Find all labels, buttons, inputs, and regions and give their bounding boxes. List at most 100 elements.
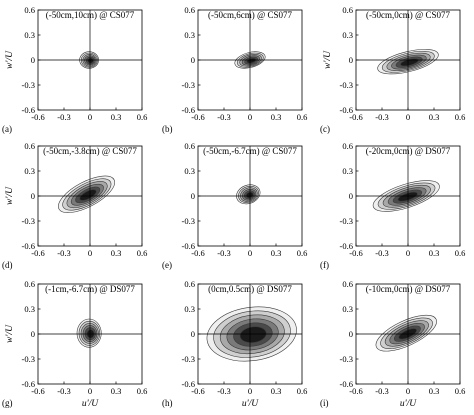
y-tick-label: 0.6 [24,279,35,289]
y-tick-label: 0.6 [24,5,35,15]
y-tick-label: 0.3 [342,166,353,176]
panel-label: (h) [162,398,173,408]
y-tick-label: 0.3 [342,30,353,40]
y-tick-label: 0 [191,55,195,65]
y-tick-label: -0.3 [22,354,35,364]
x-tick-label: 0.6 [455,386,466,396]
x-tick-label: 0.3 [429,112,440,122]
x-tick-label: 0 [406,386,410,396]
y-tick-label: 0.3 [342,304,353,314]
x-tick-label: 0.3 [271,248,282,258]
y-tick-label: -0.6 [22,379,35,389]
x-tick-label: 0.6 [455,248,466,258]
y-tick-label: 0.3 [24,30,35,40]
x-tick-label: 0 [406,112,410,122]
x-tick-label: 0 [88,248,92,258]
x-tick-label: 0.6 [297,112,308,122]
panel-title: (0cm,0.5cm) @ DS077 [208,284,292,294]
y-axis-label: w'/U [5,324,15,343]
x-tick-label: -0.6 [349,248,362,258]
y-axis-label: w'/U [323,50,333,69]
x-tick-label: -0.6 [349,386,362,396]
panel-label: (b) [162,124,173,134]
panel-a: -0.6 -0.3 0 0.3 0.6 0.6 0.3 0 -0.3 -0.6 (-50cm,10c… [2,5,147,134]
y-tick-label: -0.3 [182,80,195,90]
x-tick-label: -0.3 [217,386,230,396]
x-tick-label: 0 [406,248,410,258]
x-tick-label: 0 [88,386,92,396]
y-tick-label: 0.6 [184,279,195,289]
y-tick-label: 0.6 [24,141,35,151]
y-tick-label: 0 [191,329,195,339]
x-tick-label: -0.3 [375,386,388,396]
panel-title: (-20cm,0cm) @ DS077 [366,146,451,156]
panel-title: (-50cm,-3.8cm) @ CS077 [43,146,137,156]
y-tick-label: -0.6 [182,379,195,389]
x-tick-label: -0.3 [217,248,230,258]
y-tick-label: -0.6 [340,105,353,115]
x-tick-label: -0.3 [57,112,70,122]
panel-title: (-50cm,0cm) @ CS077 [366,10,451,20]
panel-d: -0.6 -0.3 0 0.3 0.6 0.6 0.3 0 -0.3 -0.6 (-50cm,-3.… [2,141,147,270]
y-tick-label: 0 [31,55,35,65]
x-axis-label: u'/U [400,399,417,409]
y-tick-label: 0.3 [24,166,35,176]
y-tick-label: 0.3 [184,30,195,40]
y-tick-label: -0.3 [182,216,195,226]
y-tick-label: 0 [191,191,195,201]
contour-blob [58,175,115,213]
panel-label: (i) [320,398,329,408]
panel-h: -0.6 -0.3 0 0.3 0.6 0.6 0.3 0 -0.3 -0.6 (0cm,0.5cm… [162,279,307,409]
panel-label: (f) [320,260,329,270]
panel-label: (e) [162,260,172,270]
y-tick-label: -0.6 [22,105,35,115]
contour-level-6 [246,57,257,64]
panel-title: (-50cm,10cm) @ CS077 [46,10,135,20]
x-tick-label: -0.3 [57,386,70,396]
x-tick-label: -0.6 [191,112,204,122]
y-tick-label: 0.6 [342,279,353,289]
panel-label: (d) [2,260,13,270]
y-tick-label: 0 [349,55,353,65]
x-tick-label: -0.3 [217,112,230,122]
y-tick-label: 0.6 [184,5,195,15]
y-tick-label: -0.6 [182,241,195,251]
y-tick-label: -0.3 [22,80,35,90]
y-tick-label: 0.3 [24,304,35,314]
x-tick-label: 0.3 [111,248,122,258]
y-tick-label: 0.3 [184,304,195,314]
x-tick-label: 0 [248,248,252,258]
x-tick-label: -0.6 [31,112,44,122]
x-tick-label: 0.3 [429,386,440,396]
panel-c: -0.6 -0.3 0 0.3 0.6 0.6 0.3 0 -0.3 -0.6 (-50cm,0cm… [320,5,465,134]
panel-b: -0.6 -0.3 0 0.3 0.6 0.6 0.3 0 -0.3 -0.6 (-50cm,6cm… [162,5,307,134]
y-tick-label: 0.6 [184,141,195,151]
x-tick-label: 0.6 [137,386,148,396]
x-tick-label: 0.3 [429,248,440,258]
x-axis-label: u'/U [242,399,259,409]
y-tick-label: 0 [349,329,353,339]
panel-g: -0.6 -0.3 0 0.3 0.6 0.6 0.3 0 -0.3 -0.6 (-1cm,-6.7… [2,279,147,409]
panel-title: (-1cm,-6.7cm) @ DS077 [45,284,135,294]
y-tick-label: -0.6 [22,241,35,251]
y-tick-label: -0.3 [340,80,353,90]
x-tick-label: 0.6 [297,248,308,258]
contour-level-6 [87,57,94,64]
y-tick-label: 0.6 [342,141,353,151]
y-tick-label: -0.3 [182,354,195,364]
x-tick-label: 0.3 [271,386,282,396]
panel-title: (-50cm,-6.7cm) @ CS077 [203,146,297,156]
x-tick-label: 0.6 [137,248,148,258]
y-tick-label: 0.6 [342,5,353,15]
x-tick-label: -0.3 [375,112,388,122]
x-tick-label: 0 [248,386,252,396]
panel-i: -0.6 -0.3 0 0.3 0.6 0.6 0.3 0 -0.3 -0.6 (-10cm,0cm… [320,279,465,409]
contour-blob [375,314,437,352]
y-axis-label: w'/U [5,186,15,205]
x-tick-label: 0.6 [455,112,466,122]
x-tick-label: 0.3 [111,386,122,396]
y-tick-label: -0.6 [182,105,195,115]
panel-label: (g) [2,398,13,408]
x-tick-label: 0 [88,112,92,122]
panel-label: (c) [320,124,330,134]
